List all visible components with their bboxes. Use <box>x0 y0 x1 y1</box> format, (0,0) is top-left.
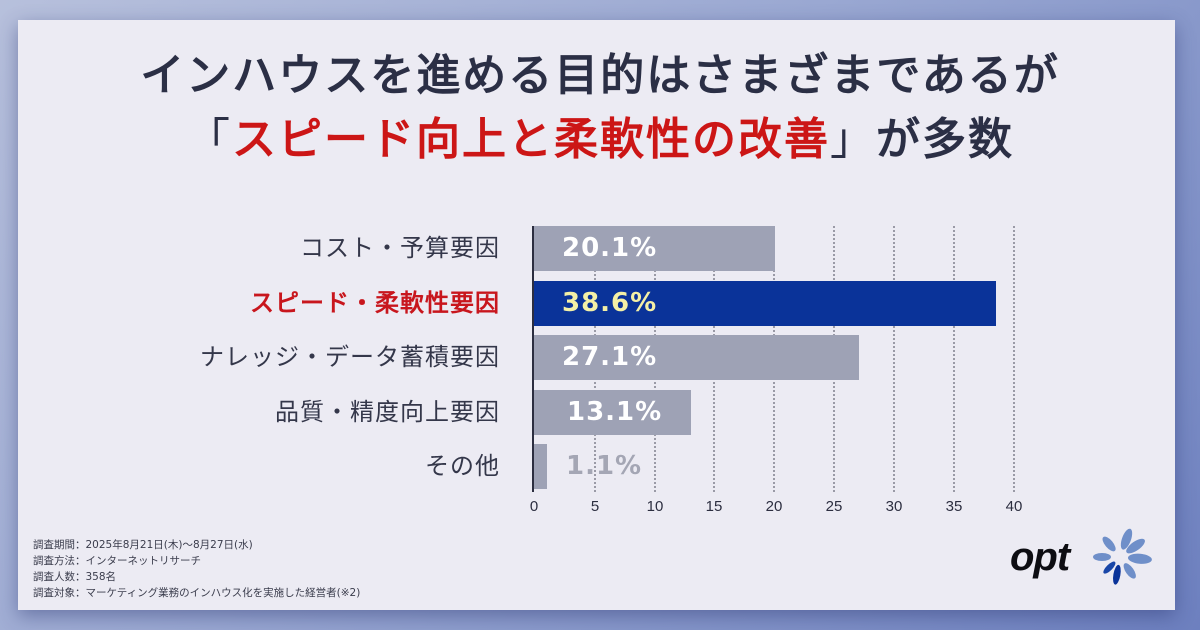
y-axis-line <box>532 226 534 492</box>
category-label-other: その他 <box>425 452 500 480</box>
x-tick-30: 30 <box>885 498 903 515</box>
bar-other <box>534 444 547 489</box>
bar-value-other: 1.1% <box>566 451 643 481</box>
x-tick-5: 5 <box>590 498 600 515</box>
title-line-1: インハウスを進める目的はさまざまであるが <box>140 50 1060 101</box>
note-target: 調査対象：マーケティング業務のインハウス化を実施した経営者(※2) <box>33 587 361 599</box>
title-line-2: 「スピード向上と柔軟性の改善」が多数 <box>0 108 1200 172</box>
grid-line-40 <box>1013 226 1015 492</box>
category-label-speed: スピード・柔軟性要因 <box>250 289 500 317</box>
x-tick-15: 15 <box>705 498 723 515</box>
bar-speed <box>534 281 996 326</box>
bar-value-knowledge: 27.1% <box>562 342 658 372</box>
bar-value-quality: 13.1% <box>567 397 663 427</box>
survey-notes: 調査期間：2025年8月21日(木)～8月27日(水) 調査方法：インターネット… <box>33 537 360 601</box>
bar-value-cost: 20.1% <box>562 233 658 263</box>
note-period: 調査期間：2025年8月21日(木)～8月27日(水) <box>33 539 253 551</box>
category-label-knowledge: ナレッジ・データ蓄積要因 <box>200 343 500 371</box>
flower-burst-icon <box>1093 528 1152 585</box>
note-method: 調査方法：インターネットリサーチ <box>33 555 201 567</box>
category-label-quality: 品質・精度向上要因 <box>275 398 500 426</box>
grid-line-35 <box>953 226 955 492</box>
logo-text: opt <box>1010 535 1070 579</box>
title-highlight: スピード向上と柔軟性の改善 <box>232 114 830 165</box>
bar-value-speed: 38.6% <box>562 288 658 318</box>
x-tick-25: 25 <box>825 498 843 515</box>
title-suffix: が多数 <box>876 114 1014 165</box>
note-respondents: 調査人数：358名 <box>33 571 117 583</box>
x-tick-20: 20 <box>765 498 783 515</box>
x-tick-10: 10 <box>646 498 664 515</box>
title-open-bracket: 「 <box>186 114 232 165</box>
page-title: インハウスを進める目的はさまざまであるが 「スピード向上と柔軟性の改善」が多数 <box>0 44 1200 172</box>
x-tick-0: 0 <box>529 498 539 515</box>
x-tick-35: 35 <box>945 498 963 515</box>
grid-line-30 <box>893 226 895 492</box>
x-tick-40: 40 <box>1005 498 1023 515</box>
category-label-cost: コスト・予算要因 <box>300 234 500 262</box>
title-close-bracket: 」 <box>830 114 876 165</box>
bar-cost <box>534 226 775 271</box>
bar-quality <box>534 390 691 435</box>
bar-knowledge <box>534 335 859 380</box>
opt-logo: opt <box>1010 525 1160 595</box>
